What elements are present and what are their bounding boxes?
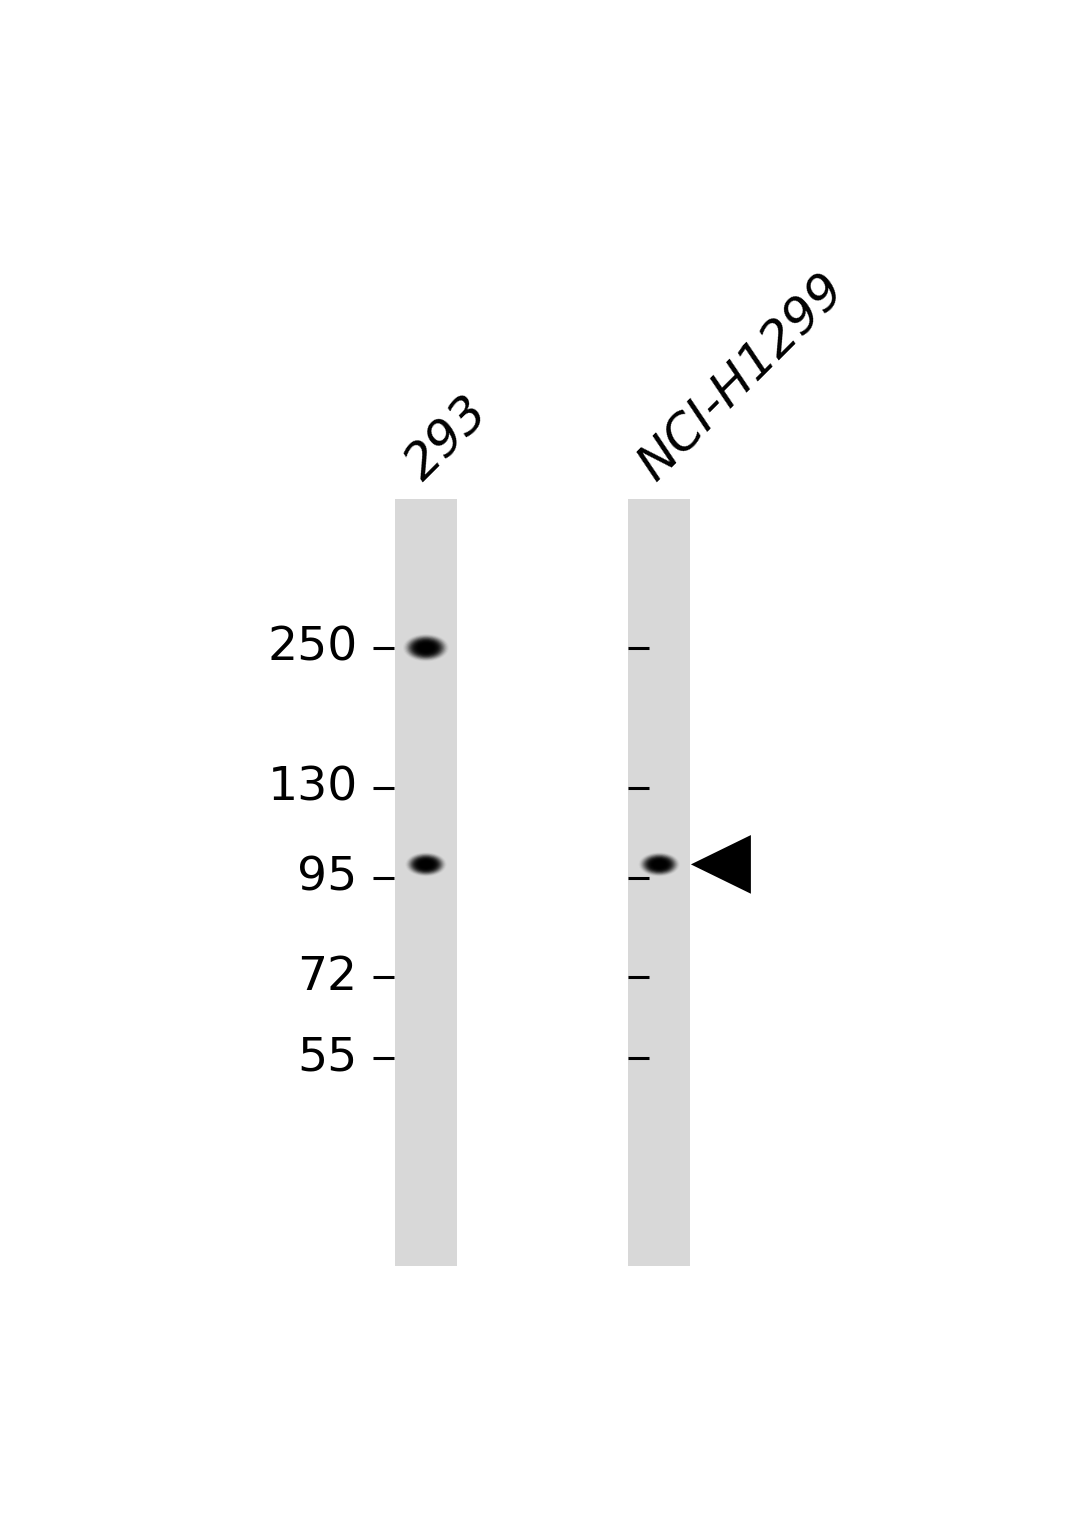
Ellipse shape	[420, 861, 431, 867]
Ellipse shape	[651, 860, 666, 869]
Ellipse shape	[655, 863, 663, 867]
Ellipse shape	[419, 861, 432, 869]
Ellipse shape	[643, 855, 675, 873]
Ellipse shape	[417, 643, 434, 652]
Text: 250: 250	[268, 625, 358, 671]
Ellipse shape	[646, 856, 672, 872]
Ellipse shape	[648, 858, 670, 870]
Ellipse shape	[422, 863, 429, 866]
Text: 72: 72	[298, 954, 358, 1000]
Ellipse shape	[415, 858, 436, 870]
Ellipse shape	[416, 642, 435, 654]
Ellipse shape	[420, 645, 432, 651]
Ellipse shape	[408, 855, 443, 875]
Ellipse shape	[418, 860, 433, 869]
Ellipse shape	[411, 855, 441, 873]
Polygon shape	[691, 835, 751, 893]
Ellipse shape	[413, 856, 439, 872]
Ellipse shape	[419, 643, 433, 652]
Bar	[395, 498, 457, 1266]
Ellipse shape	[424, 646, 428, 649]
Text: NCI-H1299: NCI-H1299	[630, 265, 855, 489]
Ellipse shape	[656, 863, 662, 866]
Ellipse shape	[417, 860, 434, 870]
Ellipse shape	[640, 853, 678, 876]
Ellipse shape	[404, 636, 447, 661]
Ellipse shape	[407, 853, 444, 875]
Ellipse shape	[414, 640, 438, 655]
Ellipse shape	[412, 856, 440, 873]
Ellipse shape	[657, 863, 661, 866]
Ellipse shape	[645, 856, 673, 873]
Ellipse shape	[642, 855, 676, 875]
Ellipse shape	[653, 861, 665, 869]
Ellipse shape	[654, 861, 664, 867]
Ellipse shape	[415, 642, 436, 654]
Ellipse shape	[413, 640, 440, 655]
Ellipse shape	[406, 636, 445, 660]
Text: 55: 55	[298, 1036, 358, 1081]
Text: 95: 95	[298, 855, 358, 901]
Ellipse shape	[410, 637, 443, 658]
Text: 293: 293	[397, 389, 498, 489]
Ellipse shape	[649, 858, 669, 870]
Ellipse shape	[650, 860, 668, 870]
Ellipse shape	[641, 853, 677, 875]
Ellipse shape	[647, 858, 671, 872]
Ellipse shape	[405, 636, 446, 660]
Ellipse shape	[421, 645, 431, 651]
Ellipse shape	[421, 863, 430, 867]
Ellipse shape	[414, 858, 438, 872]
Ellipse shape	[412, 639, 441, 657]
Bar	[628, 498, 690, 1266]
Ellipse shape	[416, 858, 435, 870]
Ellipse shape	[407, 637, 444, 658]
Ellipse shape	[644, 855, 674, 873]
Ellipse shape	[410, 855, 442, 873]
Ellipse shape	[411, 639, 442, 657]
Ellipse shape	[424, 863, 428, 866]
Ellipse shape	[422, 646, 430, 649]
Ellipse shape	[406, 853, 445, 876]
Text: 130: 130	[268, 765, 358, 811]
